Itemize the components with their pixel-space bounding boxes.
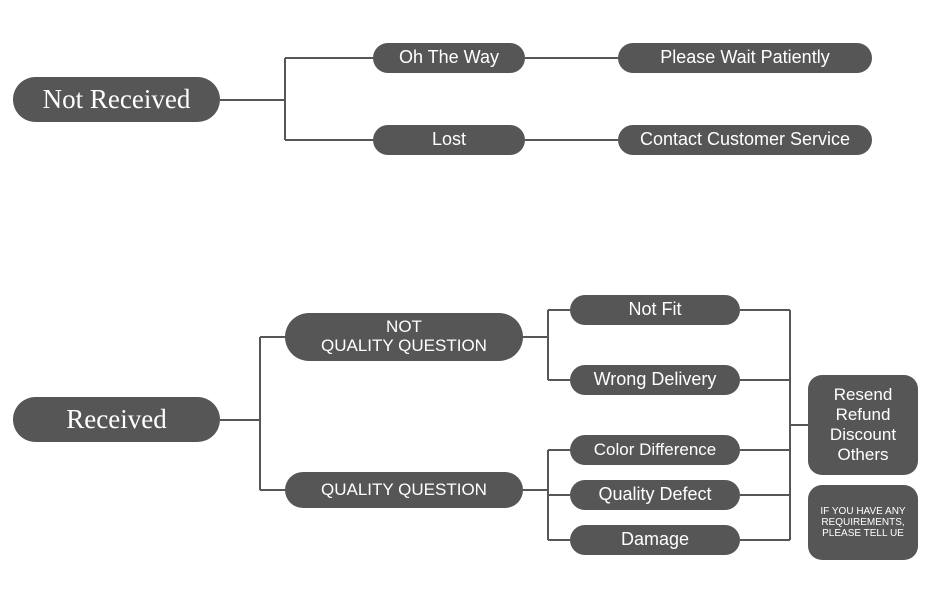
node-outcome: Resend Refund Discount Others [808, 375, 918, 475]
node-wrong: Wrong Delivery [570, 365, 740, 395]
node-not-received: Not Received [13, 77, 220, 122]
node-wait: Please Wait Patiently [618, 43, 872, 73]
node-lost: Lost [373, 125, 525, 155]
node-quality: QUALITY QUESTION [285, 472, 523, 508]
node-damage: Damage [570, 525, 740, 555]
node-quality-def: Quality Defect [570, 480, 740, 510]
node-not-fit: Not Fit [570, 295, 740, 325]
node-color-diff: Color Difference [570, 435, 740, 465]
node-note: IF YOU HAVE ANY REQUIREMENTS, PLEASE TEL… [808, 485, 918, 560]
node-contact: Contact Customer Service [618, 125, 872, 155]
node-received: Received [13, 397, 220, 442]
node-not-quality: NOT QUALITY QUESTION [285, 313, 523, 361]
node-on-the-way: Oh The Way [373, 43, 525, 73]
